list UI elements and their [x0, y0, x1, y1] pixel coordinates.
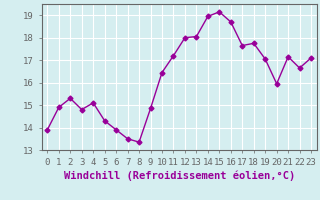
X-axis label: Windchill (Refroidissement éolien,°C): Windchill (Refroidissement éolien,°C)	[64, 171, 295, 181]
